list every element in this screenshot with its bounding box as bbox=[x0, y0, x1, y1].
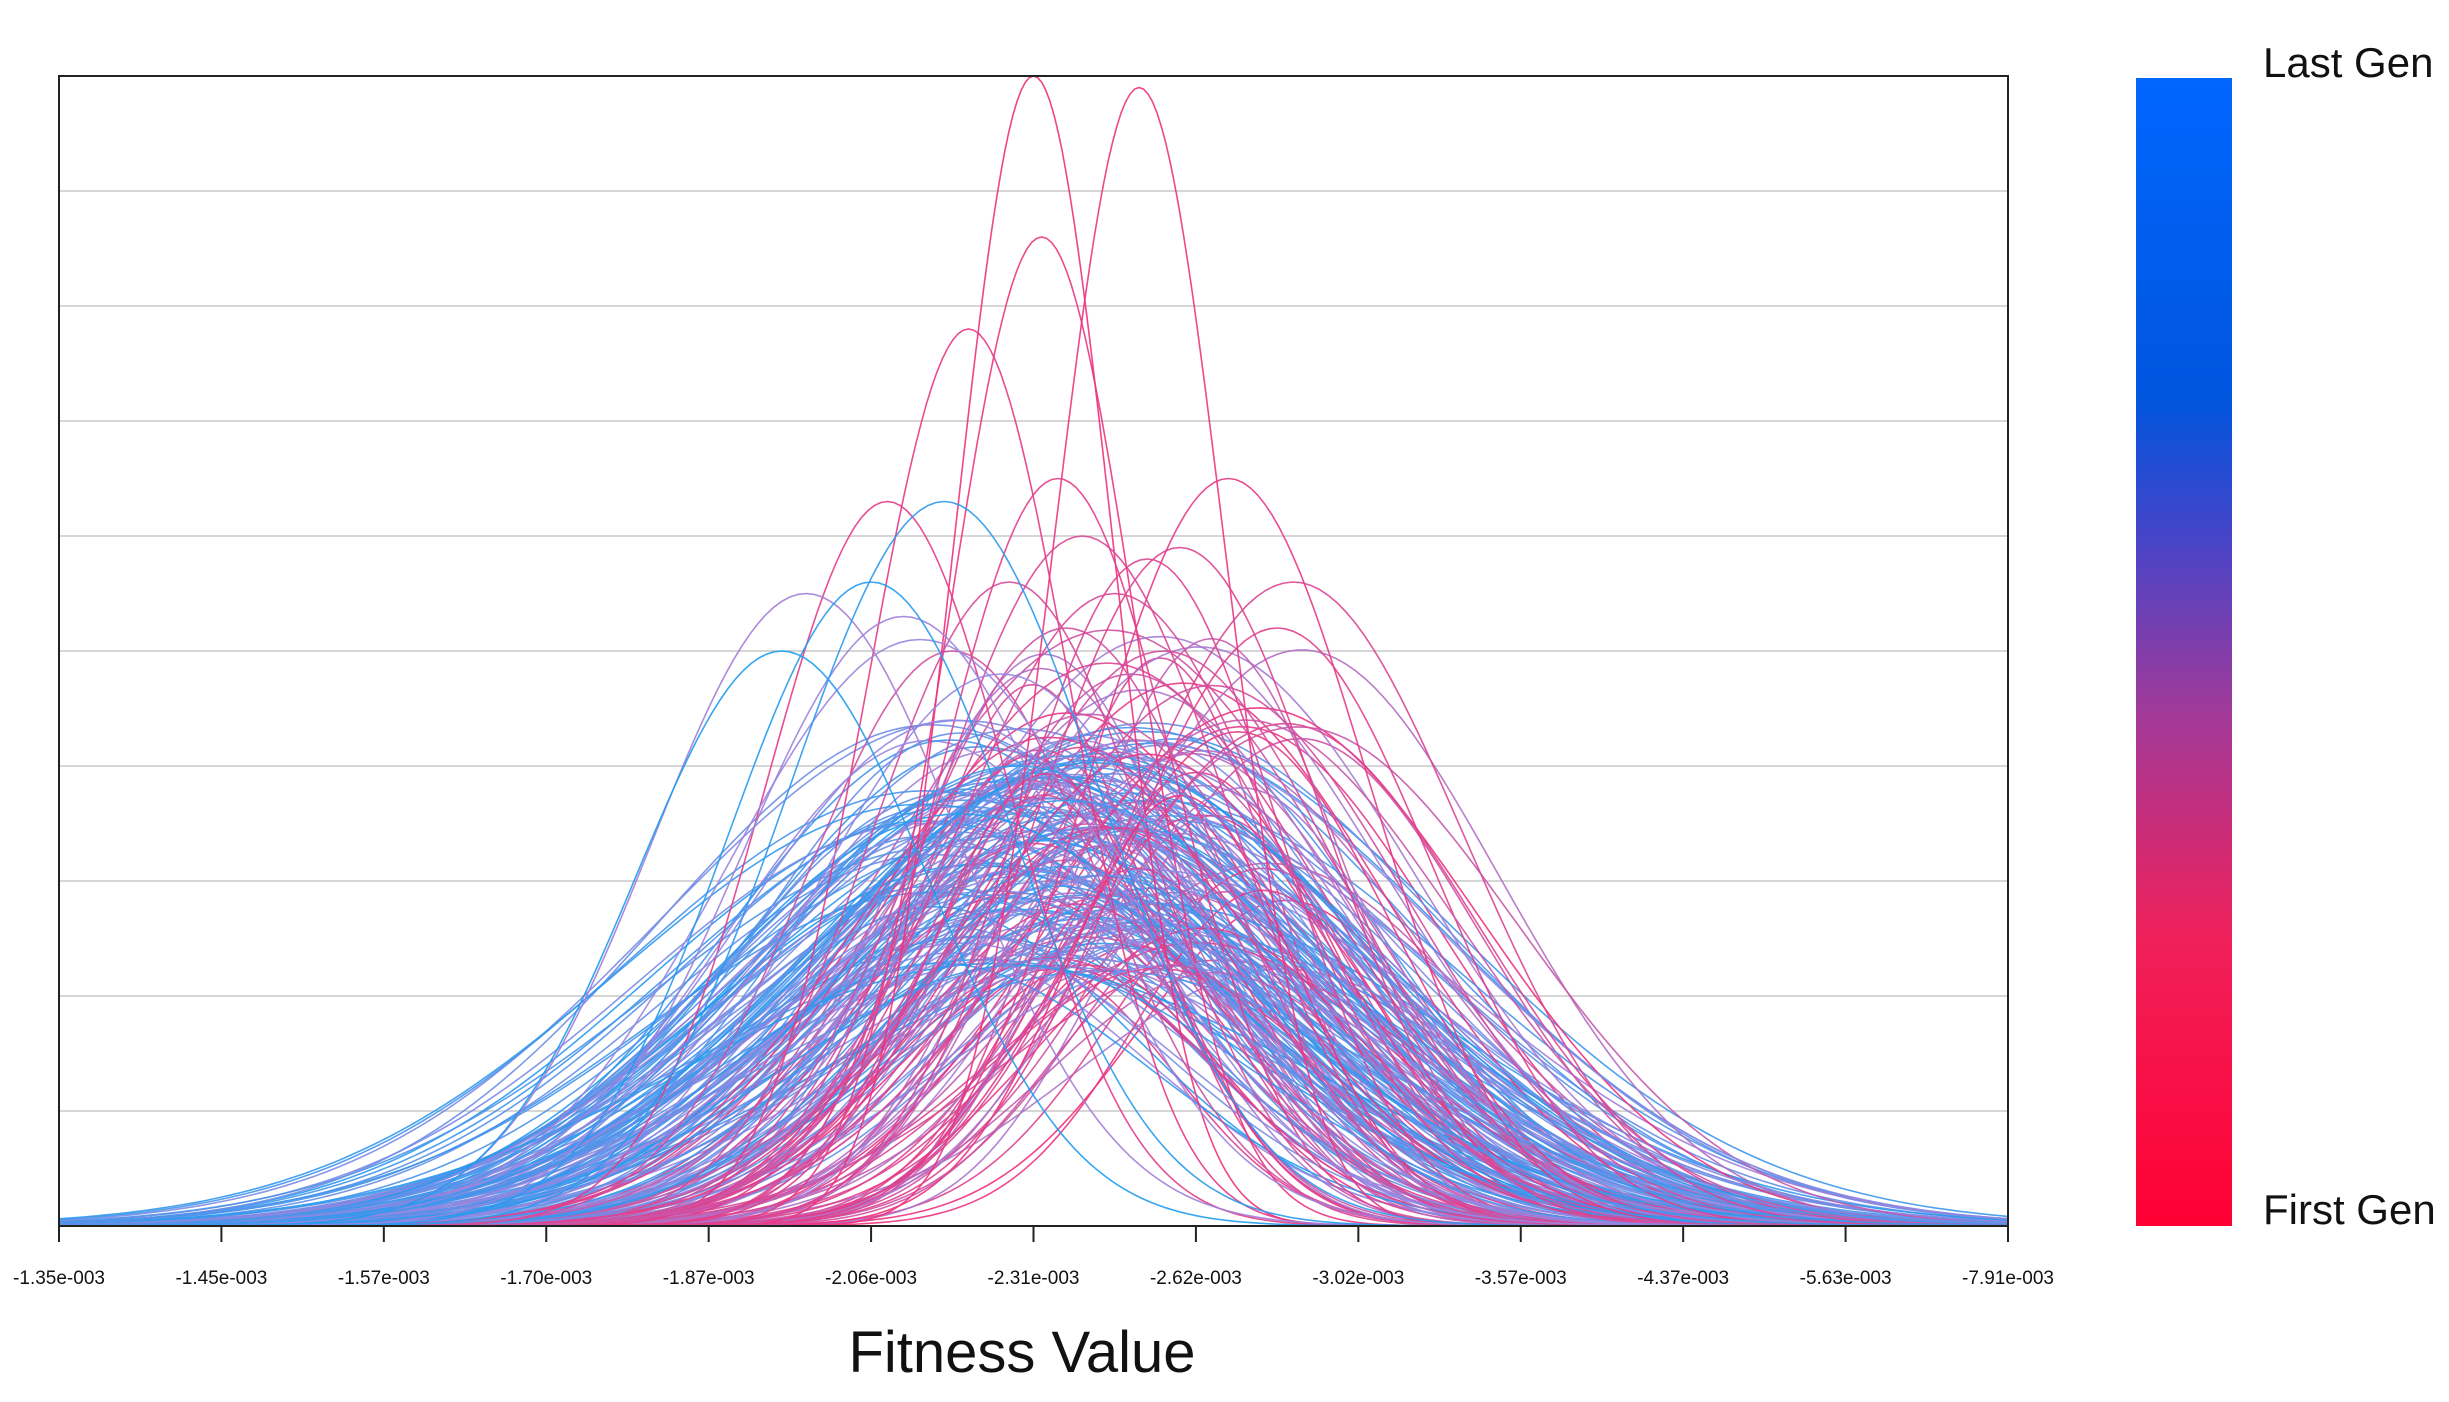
curve-population bbox=[59, 789, 2008, 1226]
curve-population bbox=[59, 957, 2008, 1226]
y-gridlines bbox=[59, 190, 2008, 1112]
curve-gen-peak-20 bbox=[357, 719, 2008, 1226]
x-tick-label: -1.45e-003 bbox=[175, 1268, 267, 1289]
curve-gen-last-4 bbox=[59, 765, 2008, 1226]
x-axis-title: Fitness Value bbox=[848, 1320, 1195, 1385]
x-tick-label: -2.62e-003 bbox=[1150, 1268, 1242, 1289]
curve-gen-peak-7 bbox=[566, 477, 1549, 1226]
curve-population bbox=[59, 868, 2008, 1226]
curve-gen-peak-1 bbox=[706, 76, 1361, 1226]
curve-gen-peak-3 bbox=[645, 236, 1438, 1226]
curve-gen-peak-11 bbox=[577, 581, 2008, 1226]
curve-gen-peak-2 bbox=[784, 86, 1494, 1226]
curve-population bbox=[335, 826, 1878, 1226]
x-tick-label: -2.06e-003 bbox=[825, 1268, 917, 1289]
curve-gen-mid-2 bbox=[221, 615, 1586, 1226]
curve-gen-last-3 bbox=[296, 500, 1593, 1226]
curve-gen-peak-5 bbox=[648, 477, 1809, 1226]
curve-population bbox=[59, 727, 2008, 1226]
curve-gen-last-2 bbox=[270, 581, 1472, 1226]
curve-population bbox=[592, 786, 1892, 1226]
x-tick-label: -3.57e-003 bbox=[1475, 1268, 1567, 1289]
curve-gen-mid-4 bbox=[216, 673, 1786, 1226]
x-tick-label: -5.63e-003 bbox=[1800, 1268, 1892, 1289]
curve-gen-peak-9 bbox=[579, 546, 1780, 1226]
x-axis-tick-labels: -1.35e-003 -1.45e-003 -1.57e-003 -1.70e-003… bbox=[13, 1268, 2054, 1289]
curve-gen-peak-17 bbox=[417, 627, 1714, 1226]
colorbar bbox=[2136, 78, 2232, 1226]
curve-population bbox=[59, 835, 2008, 1225]
x-tick-label: -1.35e-003 bbox=[13, 1268, 105, 1289]
curve-gen-peak-8 bbox=[629, 627, 1926, 1226]
curve-population bbox=[59, 755, 2008, 1226]
colorbar-legend: Last Gen First Gen bbox=[2136, 39, 2436, 1233]
x-tick-label: -1.57e-003 bbox=[338, 1268, 430, 1289]
x-axis-ticks bbox=[58, 1226, 2009, 1242]
curve-population bbox=[485, 722, 2008, 1226]
curve-gen-last-5 bbox=[59, 799, 2008, 1226]
colorbar-top-label: Last Gen bbox=[2263, 39, 2433, 86]
x-tick-label: -4.37e-003 bbox=[1637, 1268, 1729, 1289]
colorbar-bottom-label: First Gen bbox=[2263, 1186, 2436, 1233]
curve-gen-peak-14 bbox=[429, 581, 1589, 1226]
curve-population bbox=[273, 885, 1846, 1226]
distribution-curves bbox=[59, 76, 2008, 1226]
curve-population bbox=[59, 890, 2008, 1226]
x-tick-label: -3.02e-003 bbox=[1312, 1268, 1404, 1289]
x-tick-label: -7.91e-003 bbox=[1962, 1268, 2054, 1289]
x-tick-label: -1.87e-003 bbox=[663, 1268, 755, 1289]
curve-population bbox=[125, 918, 2008, 1226]
curve-population bbox=[471, 649, 2008, 1226]
curve-gen-peak-19 bbox=[414, 673, 1848, 1226]
x-tick-label: -1.70e-003 bbox=[500, 1268, 592, 1289]
x-tick-label: -2.31e-003 bbox=[988, 1268, 1080, 1289]
